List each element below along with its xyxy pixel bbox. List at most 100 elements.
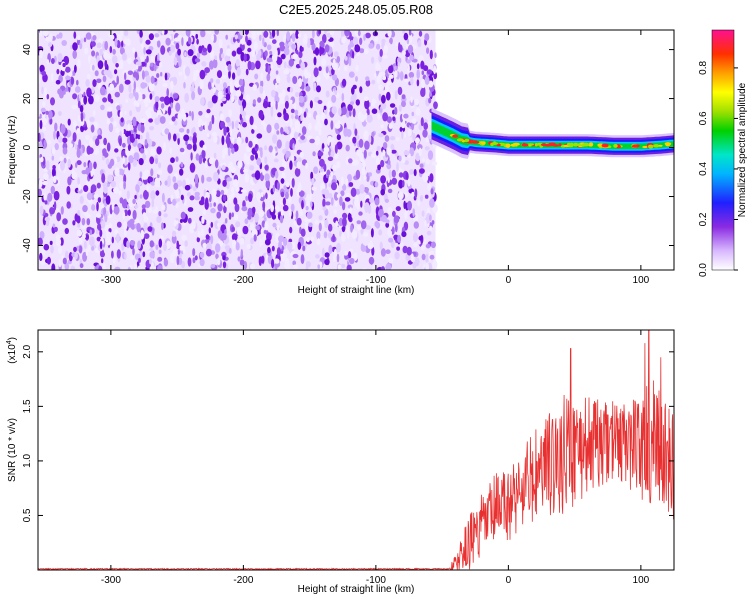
noise-blob (382, 142, 388, 149)
noise-blob (356, 224, 362, 231)
noise-blob (365, 32, 371, 39)
noise-blob (391, 169, 396, 178)
noise-blob (296, 217, 302, 226)
noise-blob (105, 231, 111, 239)
noise-blob (246, 39, 252, 46)
noise-blob (306, 211, 313, 219)
noise-blob (56, 68, 60, 75)
noise-blob (418, 168, 425, 174)
noise-blob (303, 111, 307, 118)
snr-series-line (38, 330, 674, 570)
noise-blob (95, 138, 100, 147)
noise-blob (220, 74, 227, 80)
noise-blob (222, 194, 227, 202)
noise-blob (208, 227, 211, 234)
noise-blob (182, 179, 187, 189)
noise-blob (228, 247, 232, 254)
noise-blob (424, 219, 427, 227)
noise-blob (284, 100, 289, 109)
noise-blob (72, 42, 78, 51)
noise-blob (216, 211, 221, 219)
noise-blob (114, 91, 121, 98)
noise-blob (243, 168, 249, 174)
noise-blob (280, 251, 286, 262)
noise-blob (360, 245, 367, 252)
noise-blob (59, 156, 64, 161)
noise-blob (402, 30, 406, 34)
noise-blob (310, 236, 315, 242)
noise-blob (159, 61, 163, 68)
noise-blob (405, 172, 409, 181)
noise-blob (263, 63, 266, 72)
noise-blob (57, 52, 63, 63)
noise-blob (326, 169, 331, 176)
noise-blob (307, 38, 311, 48)
noise-blob (234, 214, 239, 221)
noise-blob (210, 221, 214, 228)
noise-blob (213, 198, 219, 204)
noise-blob (397, 86, 403, 96)
noise-blob (185, 30, 191, 37)
noise-blob (407, 200, 412, 211)
noise-blob (120, 117, 124, 123)
noise-blob (232, 137, 235, 143)
noise-blob (396, 246, 400, 251)
noise-blob (392, 116, 396, 121)
noise-blob (222, 82, 228, 89)
noise-blob (82, 251, 88, 262)
noise-blob (56, 212, 62, 222)
noise-blob (77, 223, 81, 228)
noise-blob (106, 54, 112, 60)
noise-blob (78, 93, 83, 100)
noise-blob (101, 173, 106, 184)
noise-blob (102, 148, 107, 156)
noise-blob (230, 186, 235, 194)
noise-blob (139, 171, 143, 178)
noise-blob (178, 128, 185, 133)
noise-blob (218, 38, 223, 49)
spectrogram-noise-region (38, 30, 438, 270)
noise-blob (395, 41, 399, 47)
noise-blob (288, 58, 294, 67)
noise-blob (385, 222, 390, 228)
noise-blob (374, 36, 379, 42)
noise-blob (401, 100, 406, 108)
noise-blob (62, 137, 68, 143)
noise-blob (267, 191, 271, 200)
noise-blob (362, 232, 369, 237)
noise-blob (266, 57, 273, 63)
noise-blob (250, 263, 255, 270)
snr-y-scale-factor: (x104) (6, 337, 18, 364)
noise-blob (234, 80, 241, 88)
noise-blob (72, 50, 77, 59)
noise-blob (60, 69, 65, 77)
noise-blob (62, 257, 67, 265)
noise-blob (336, 253, 340, 263)
noise-blob (304, 217, 309, 223)
noise-blob (331, 106, 337, 115)
noise-blob (83, 240, 87, 250)
noise-blob (417, 144, 423, 150)
noise-blob (126, 119, 133, 126)
noise-blob (256, 53, 261, 61)
noise-blob (247, 207, 253, 218)
noise-blob (357, 111, 363, 121)
noise-blob (176, 255, 180, 266)
noise-blob (344, 55, 348, 61)
noise-blob (106, 106, 113, 112)
noise-blob (411, 118, 417, 124)
noise-blob (100, 143, 105, 149)
noise-blob (198, 110, 203, 116)
noise-blob (86, 192, 93, 201)
noise-blob (234, 120, 240, 129)
noise-blob (386, 81, 392, 86)
noise-blob (221, 164, 226, 171)
noise-blob (255, 225, 261, 231)
noise-blob (311, 178, 315, 185)
noise-blob (140, 117, 147, 124)
noise-blob (39, 119, 43, 130)
noise-blob (145, 39, 151, 45)
noise-blob (211, 94, 218, 104)
noise-blob (202, 209, 207, 215)
noise-blob (114, 266, 121, 270)
